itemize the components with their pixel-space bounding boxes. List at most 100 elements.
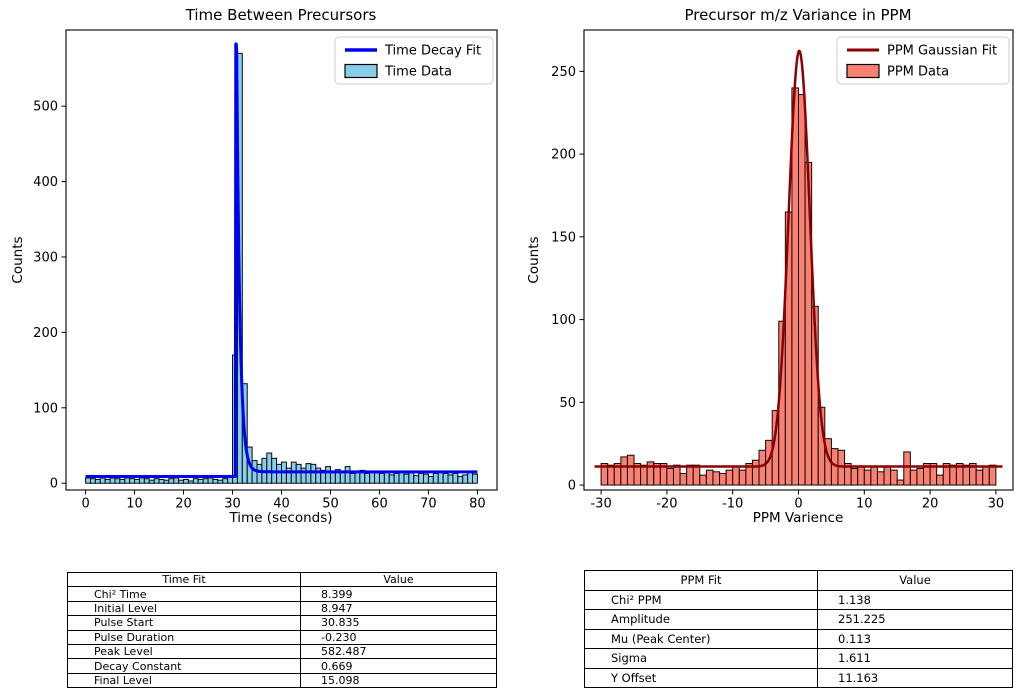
histogram-bar (256, 463, 263, 484)
histogram-bar (719, 472, 727, 486)
table-row: Sigma 1.611 (584, 648, 1013, 669)
left-yaxis-label: Counts (10, 236, 26, 283)
fit-parameter-value: 11.163 (817, 667, 1013, 688)
histogram-bar (626, 454, 635, 486)
y-tick-label: 50 (559, 396, 576, 411)
histogram-bar (129, 478, 136, 484)
table-header-cell: Value (817, 570, 1013, 591)
legend-patch-sample (846, 63, 880, 79)
fit-parameter-value: 1.138 (817, 589, 1013, 610)
histogram-bar (447, 474, 454, 484)
x-tick-label: -10 (722, 497, 743, 512)
fit-curve (84, 42, 479, 478)
histogram-bar (857, 466, 865, 486)
histogram-bar (452, 472, 459, 484)
fit-parameter-name: Y Offset (584, 667, 818, 688)
y-tick-label: 250 (551, 65, 576, 80)
table-header-cell: Value (300, 571, 497, 588)
x-tick-label: 10 (126, 497, 143, 512)
histogram-bar (325, 466, 331, 484)
histogram-bar (119, 478, 126, 484)
histogram-bar (207, 477, 214, 484)
histogram-bar (383, 471, 390, 484)
histogram-bar (850, 467, 859, 486)
histogram-bar (725, 469, 734, 486)
histogram-bar (427, 475, 434, 484)
histogram-bar (982, 466, 990, 486)
histogram-bars (600, 87, 997, 486)
histogram-bar (870, 466, 878, 486)
y-tick-label: 200 (551, 148, 576, 163)
histogram-bar (705, 469, 714, 486)
table-row: Pulse Duration -0.230 (67, 629, 497, 645)
histogram-bar (329, 471, 336, 484)
fit-parameter-name: Peak Level (67, 643, 301, 660)
histogram-bar (418, 472, 425, 484)
x-tick-label: 30 (224, 497, 241, 512)
histogram-bar (751, 459, 760, 486)
histogram-bar (640, 464, 648, 486)
histogram-bar (222, 478, 229, 484)
histogram-bar (217, 479, 224, 484)
histogram-bar (310, 463, 317, 484)
x-tick-label: 20 (175, 497, 192, 512)
fit-parameter-value: 8.399 (300, 586, 497, 602)
x-tick-label: 0 (81, 497, 89, 512)
table-header-cell: Time Fit (67, 571, 301, 588)
histogram-bar (988, 464, 997, 486)
histogram-bar (962, 464, 971, 486)
histogram-bar (393, 472, 400, 484)
histogram-bar (295, 463, 302, 484)
right-xaxis-label: PPM Varience (753, 510, 844, 526)
fit-parameter-value: 30.835 (300, 615, 497, 631)
histogram-bar (168, 478, 175, 484)
fit-parameter-value: 0.113 (817, 628, 1013, 649)
histogram-bar (134, 478, 140, 484)
histogram-bar (163, 479, 170, 484)
histogram-bar (94, 478, 101, 484)
histogram-bar (89, 478, 96, 484)
histogram-bar (305, 463, 312, 484)
histogram-bar (187, 480, 194, 484)
table-row: Peak Level 582.487 (67, 643, 497, 660)
histogram-bar (798, 94, 806, 486)
table-row: Chi² PPM 1.138 (584, 589, 1013, 610)
histogram-bar (909, 469, 918, 486)
histogram-bar (738, 469, 747, 486)
histogram-bar (183, 478, 189, 484)
y-tick-label: 500 (33, 100, 58, 115)
histogram-bar (276, 463, 283, 484)
y-tick-label: 0 (568, 479, 576, 494)
histogram-bar (876, 471, 885, 486)
histogram-bar (364, 472, 371, 484)
table-row: Y Offset 11.163 (584, 667, 1013, 688)
fit-parameter-name: Final Level (67, 672, 301, 689)
histogram-bar (437, 471, 444, 484)
histogram-bar (467, 471, 474, 484)
legend-patch-sample (344, 63, 378, 79)
histogram-bar (369, 471, 376, 484)
y-tick-label: 100 (33, 401, 58, 416)
y-tick-label: 300 (33, 250, 58, 265)
fit-parameter-value: 15.098 (300, 672, 497, 689)
histogram-bar (138, 477, 145, 484)
x-tick-label: -30 (590, 497, 611, 512)
legend-label: PPM Data (887, 65, 949, 80)
histogram-bar (791, 87, 799, 486)
histogram-bar (936, 474, 944, 486)
histogram-bar (109, 477, 116, 484)
histogram-bar (344, 466, 351, 484)
fit-curve (593, 49, 1004, 468)
histogram-bar (158, 478, 165, 484)
x-tick-label: 30 (988, 497, 1005, 512)
histogram-bar (432, 472, 439, 484)
histogram-bar (712, 471, 721, 486)
histogram-bar (212, 478, 219, 484)
histogram-bar (374, 472, 380, 484)
table-row: Amplitude 251.225 (584, 609, 1013, 630)
histogram-bar (85, 477, 91, 484)
histogram-bar (903, 451, 911, 486)
x-tick-label: 70 (420, 497, 437, 512)
histogram-bar (173, 477, 180, 484)
